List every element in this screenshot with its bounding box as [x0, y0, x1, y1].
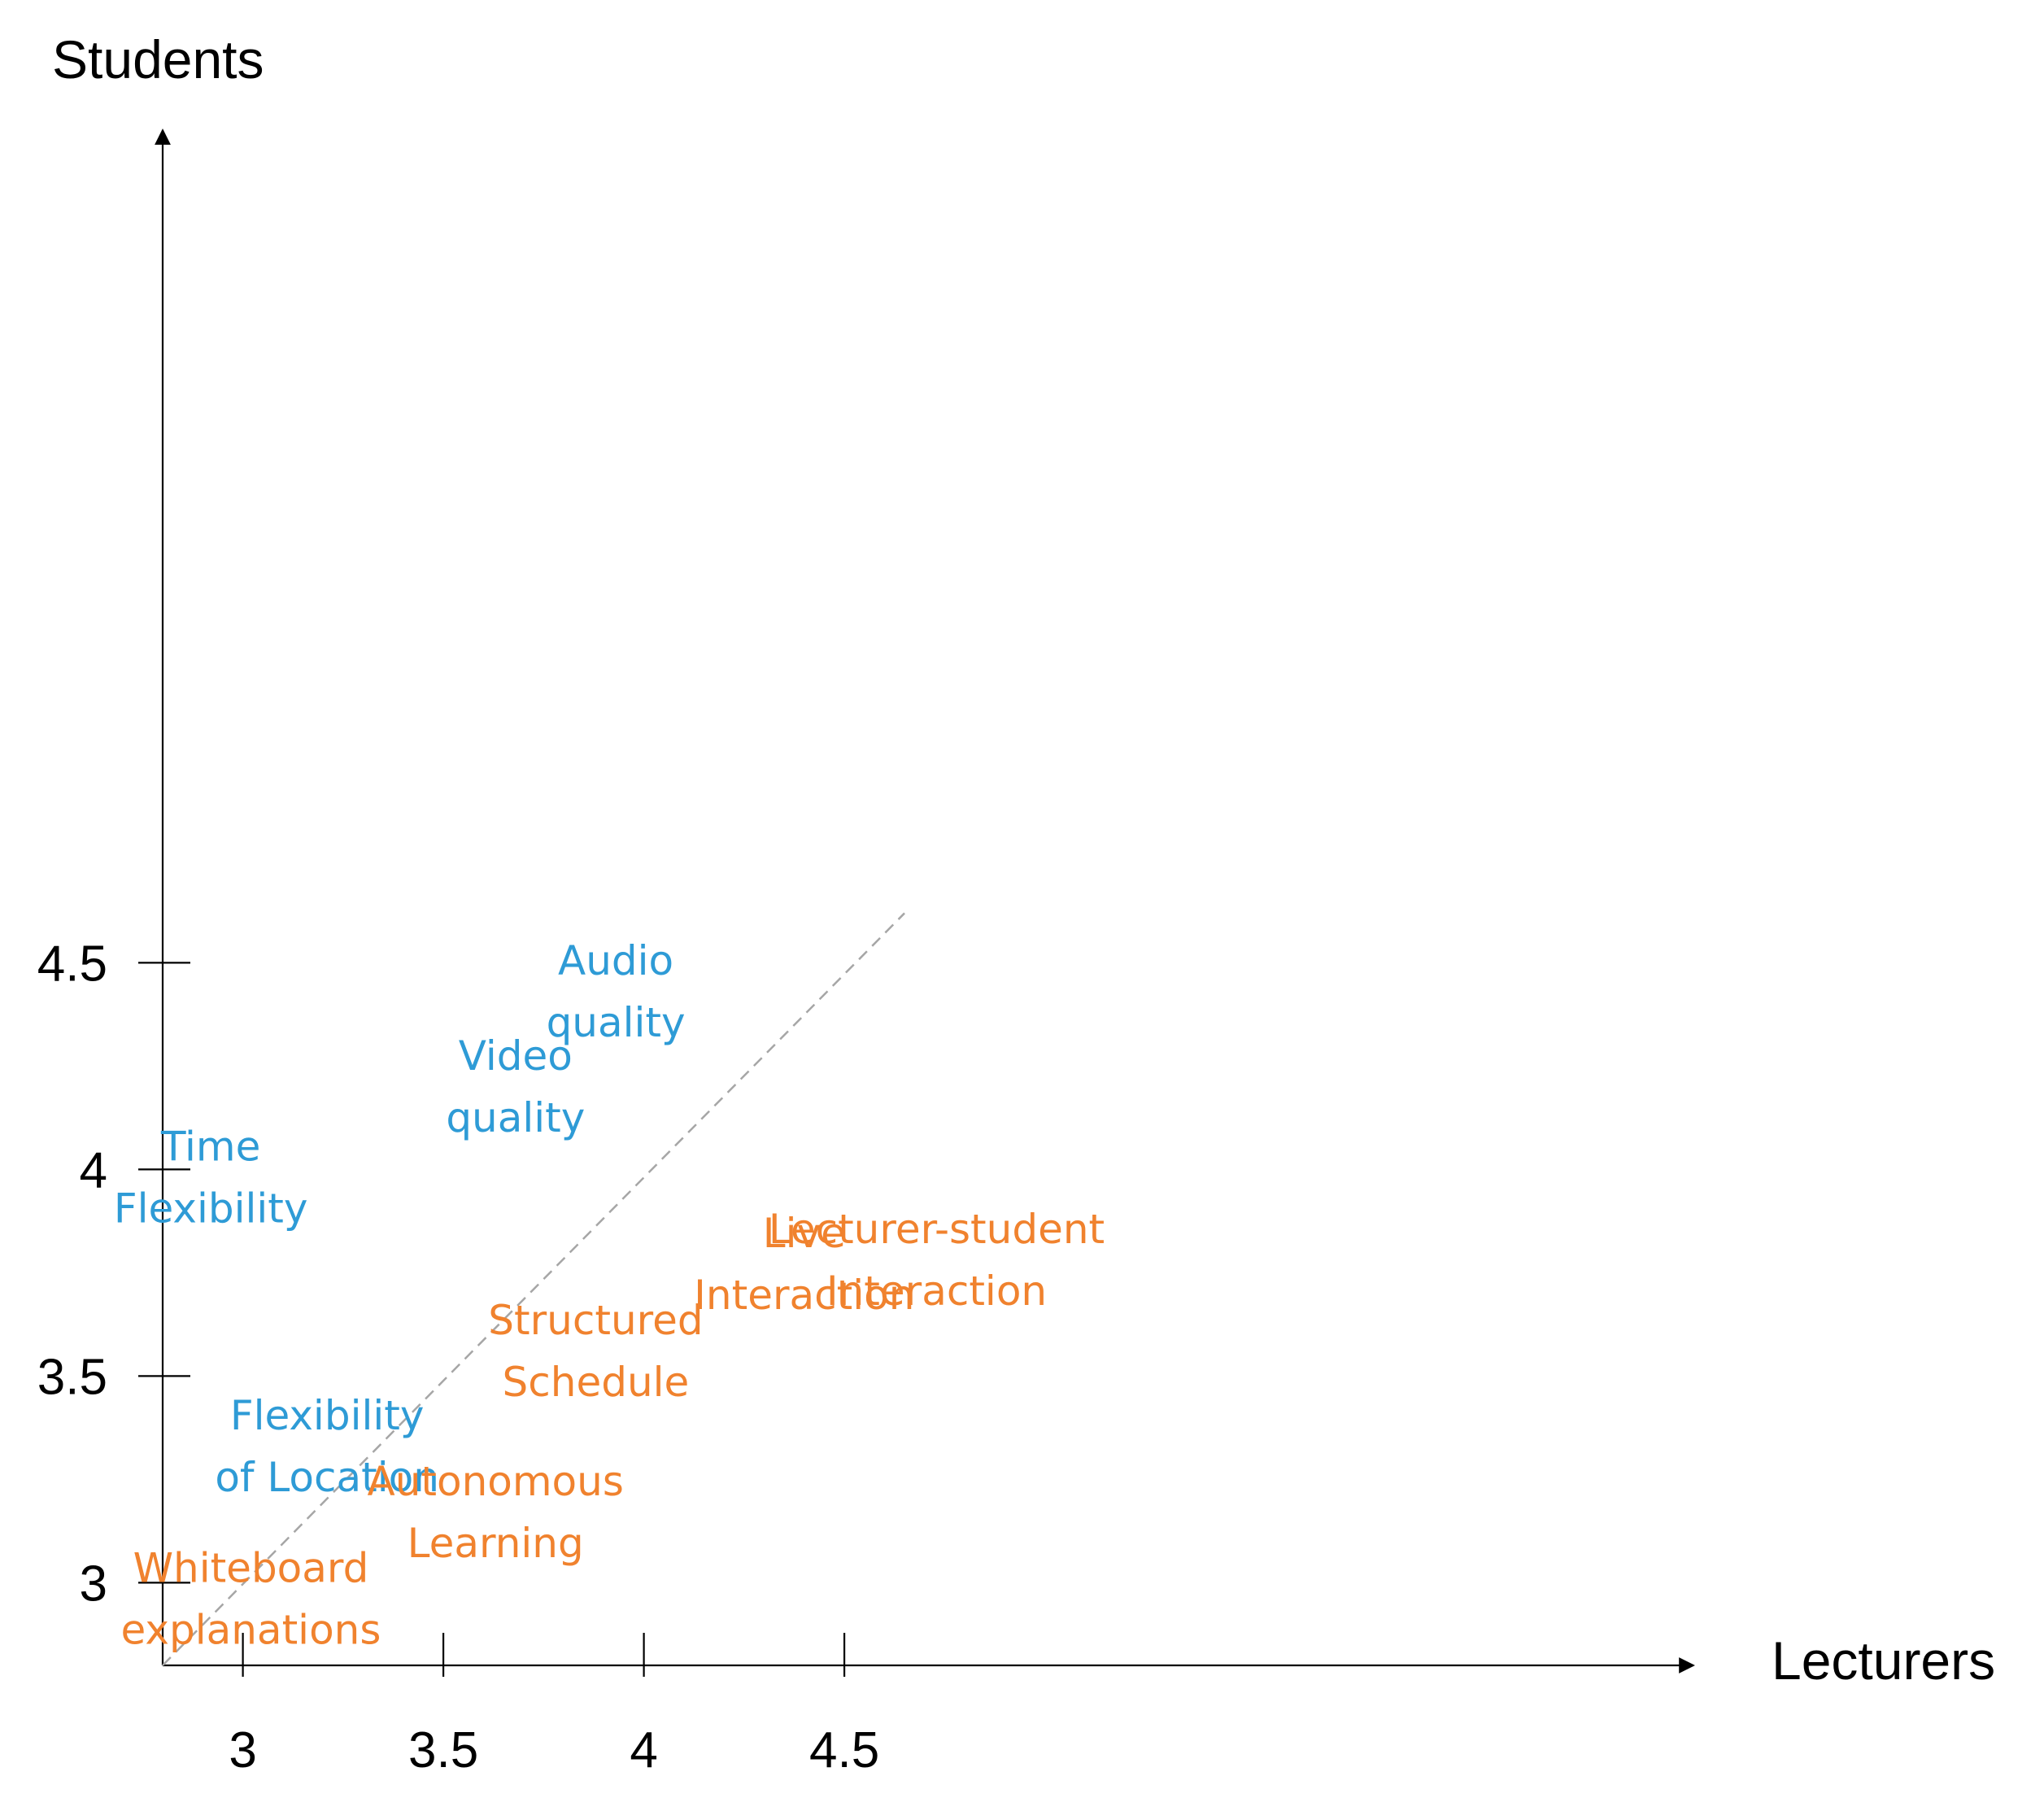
- point-label: Autonomous Learning: [367, 1458, 623, 1567]
- y-tick-label: 4.5: [37, 936, 107, 992]
- point-label-line: Interaction: [826, 1268, 1047, 1315]
- y-tick-label: 3.5: [37, 1349, 107, 1405]
- y-axis-title: Students: [52, 29, 264, 89]
- point-label-line: of Location: [215, 1454, 439, 1501]
- x-tick-label: 3.5: [408, 1722, 478, 1778]
- reference-dashed-line: [162, 912, 905, 1666]
- point-label-line: Autonomous: [367, 1458, 623, 1505]
- x-tick-label: 4: [630, 1722, 657, 1778]
- point-label-line: Schedule: [503, 1359, 690, 1406]
- point-label-line: Whiteboard: [133, 1545, 369, 1592]
- x-ticks: 3 3.5 4 4.5: [229, 1633, 879, 1778]
- point-label-line: Flexibility: [114, 1185, 308, 1233]
- y-ticks: 3 3.5 4 4.5: [37, 936, 190, 1612]
- reference-line-layer: [162, 912, 905, 1666]
- point-label: Audio quality: [547, 937, 686, 1046]
- x-tick-label: 3: [229, 1722, 256, 1778]
- point-label: Whiteboard explanations: [121, 1545, 381, 1654]
- point-label-line: Live: [763, 1210, 846, 1257]
- point-label: Lecturer-student Interaction: [769, 1206, 1105, 1315]
- point-label-line: Flexibility: [230, 1392, 425, 1439]
- x-tick-label: 4.5: [809, 1722, 879, 1778]
- point-label-line: Video: [459, 1032, 573, 1080]
- point-label-line: Time: [160, 1124, 260, 1171]
- point-label-line: Audio: [558, 937, 673, 984]
- point-label: Live Interaction: [694, 1210, 914, 1319]
- point-label-line: Structured: [488, 1297, 703, 1344]
- point-label: Video quality: [446, 1032, 585, 1141]
- point-label-line: quality: [446, 1094, 585, 1141]
- y-tick-label: 4: [80, 1142, 107, 1198]
- point-labels: AudioqualityVideoqualityTimeFlexibilityF…: [114, 937, 1105, 1654]
- point-label-line: Learning: [407, 1520, 584, 1567]
- point-label: Flexibility of Location: [215, 1392, 439, 1501]
- point-label: Structured Schedule: [488, 1297, 703, 1406]
- point-label-line: quality: [547, 999, 686, 1046]
- point-label-line: Interaction: [694, 1272, 914, 1319]
- y-tick-label: 3: [80, 1556, 107, 1612]
- point-label-line: Lecturer-student: [769, 1206, 1105, 1253]
- x-axis-title: Lecturers: [1772, 1630, 1995, 1691]
- point-label: Time Flexibility: [114, 1124, 308, 1233]
- point-label-line: explanations: [121, 1607, 381, 1654]
